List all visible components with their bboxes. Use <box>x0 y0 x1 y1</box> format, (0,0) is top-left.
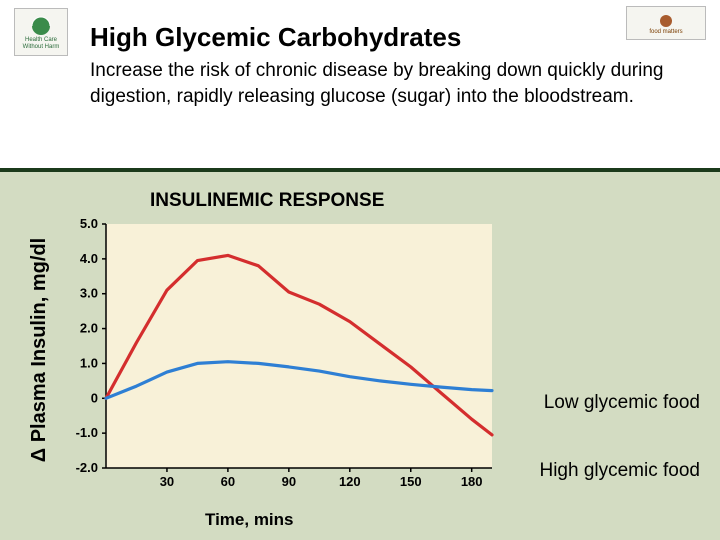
xtick-label: 180 <box>461 474 483 489</box>
ytick-label: 1.0 <box>80 355 98 370</box>
chart-title: INSULINEMIC RESPONSE <box>150 190 384 212</box>
logo-right-text: food matters <box>649 29 682 35</box>
plot-area <box>106 224 492 468</box>
xtick-label: 120 <box>339 474 361 489</box>
page-title: High Glycemic Carbohydrates <box>90 22 461 53</box>
ytick-label: -2.0 <box>76 460 98 475</box>
legend-high: High glycemic food <box>539 460 700 482</box>
insulin-chart: -2.0 -1.0 0 1.0 2.0 3.0 4.0 5.0 30 60 90 120 150 180 <box>58 218 498 500</box>
xtick-label: 60 <box>221 474 235 489</box>
logo-left-text: Health Care Without Harm <box>23 37 60 50</box>
chart-ylabel: Δ Plasma Insulin, mg/dl <box>28 200 51 500</box>
logo-left: Health Care Without Harm <box>14 8 68 56</box>
xtick-label: 90 <box>282 474 296 489</box>
ytick-label: 5.0 <box>80 218 98 231</box>
ytick-label: -1.0 <box>76 425 98 440</box>
logo-right: food matters <box>626 6 706 40</box>
chart-xlabel: Time, mins <box>205 510 294 530</box>
ytick-label: 4.0 <box>80 251 98 266</box>
page-subtitle: Increase the risk of chronic disease by … <box>90 58 680 109</box>
ytick-label: 3.0 <box>80 286 98 301</box>
xtick-label: 30 <box>160 474 174 489</box>
ytick-label: 2.0 <box>80 321 98 336</box>
header-divider <box>0 168 720 172</box>
legend-low: Low glycemic food <box>544 392 700 414</box>
xtick-label: 150 <box>400 474 422 489</box>
ytick-label: 0 <box>91 390 98 405</box>
